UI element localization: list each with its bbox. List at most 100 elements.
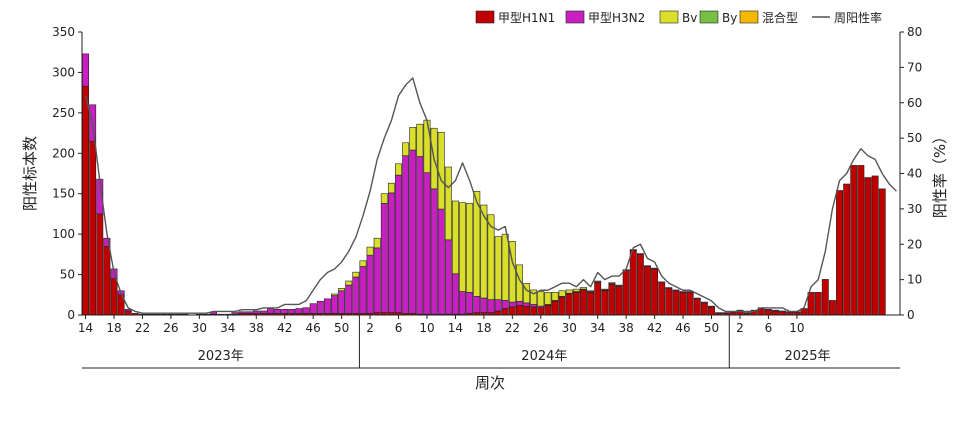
- bar-s1-w33: [316, 300, 324, 314]
- bar-s0-w87: [700, 302, 708, 316]
- bar-s0-w78: [636, 254, 644, 316]
- bar-s0-w97: [772, 310, 779, 316]
- x-tick-label: 10: [419, 321, 434, 335]
- y-tick-label: 200: [52, 146, 75, 160]
- bar-s1-w32: [309, 303, 317, 314]
- bar-s1-w49: [430, 188, 438, 315]
- bar-s1-w62: [523, 302, 531, 307]
- x-tick-label: 6: [765, 321, 773, 335]
- bar-s1-w96: [764, 309, 772, 311]
- bar-s1-w50: [437, 208, 445, 315]
- bar-s1-w88: [708, 305, 715, 308]
- bar-s1-w48: [423, 172, 431, 315]
- bar-s1-w82: [665, 287, 673, 289]
- bar-s2-w41: [373, 237, 381, 249]
- rate-line-layer: [84, 77, 897, 314]
- bar-s1-w41: [373, 247, 381, 313]
- legend-label: Bv: [682, 11, 697, 25]
- x-tick-label: 46: [306, 321, 321, 335]
- x-tick-label: 30: [192, 321, 207, 335]
- bar-s2-w46: [409, 127, 417, 151]
- bar-s2-w75: [615, 284, 623, 287]
- bar-s2-w59: [501, 233, 509, 301]
- y2-tick-label: 20: [907, 237, 922, 251]
- x-tick-label: 2: [736, 321, 744, 335]
- x-tick-label: 22: [135, 321, 150, 335]
- bar-s0-w63: [530, 306, 538, 316]
- bar-s1-w22: [238, 311, 246, 314]
- bar-s1-w61: [515, 300, 523, 306]
- y-tick-label: 300: [52, 65, 75, 79]
- axes-layer: 0501001502002503003500102030405060708014…: [21, 25, 949, 392]
- bar-s1-w97: [772, 309, 779, 312]
- bar-s0-w0: [82, 85, 90, 316]
- x-tick-label: 34: [590, 321, 605, 335]
- bar-s0-w106: [836, 190, 843, 316]
- bar-s1-w54: [466, 292, 474, 314]
- bar-s2-w40: [366, 246, 374, 256]
- bar-s1-w23: [245, 311, 253, 314]
- bar-s1-w0: [82, 53, 90, 87]
- bar-s2-w35: [331, 293, 338, 296]
- bar-s1-w42: [380, 203, 388, 313]
- x-tick-label: 10: [789, 321, 804, 335]
- bar-s0-w73: [601, 290, 609, 316]
- bar-s1-w80: [651, 267, 659, 270]
- bar-s2-w69: [572, 288, 580, 292]
- bar-s2-w38: [352, 271, 360, 278]
- bar-s0-w58: [494, 310, 502, 316]
- bar-s0-w64: [537, 307, 545, 316]
- legend-swatch: [739, 10, 759, 24]
- bar-s1-w58: [494, 299, 502, 312]
- bar-s2-w43: [387, 182, 395, 194]
- bar-s1-w78: [636, 253, 644, 255]
- bar-s1-w89: [715, 312, 723, 314]
- bar-s0-w1: [89, 140, 97, 316]
- bar-s0-w67: [558, 296, 566, 316]
- bar-s2-w42: [380, 193, 388, 204]
- legend: 甲型H1N1 甲型H3N2 Bv By 混合型 周阳性率: [475, 10, 882, 25]
- x-tick-label: 42: [277, 321, 292, 335]
- bar-s1-w56: [480, 297, 488, 313]
- bar-s2-w45: [402, 142, 410, 157]
- rate-line-0: [84, 77, 897, 314]
- bar-s0-w71: [587, 292, 595, 316]
- bar-s1-w63: [530, 304, 538, 308]
- bar-s1-w52: [451, 273, 459, 315]
- bar-s1-w28: [281, 309, 289, 314]
- bar-s0-w84: [679, 292, 687, 316]
- x-tick-label: 26: [533, 321, 548, 335]
- bar-s0-w70: [580, 289, 587, 316]
- legend-label: 甲型H3N2: [588, 11, 645, 25]
- x-tick-label: 34: [220, 321, 235, 335]
- bar-s1-w57: [487, 299, 495, 313]
- bar-s1-w51: [444, 239, 452, 315]
- x-tick-label: 18: [476, 321, 491, 335]
- bar-s0-w88: [708, 306, 715, 316]
- bar-s1-w45: [402, 155, 410, 314]
- bar-s2-w48: [423, 119, 431, 173]
- bar-s1-w30: [295, 308, 303, 314]
- bar-s1-w84: [679, 291, 687, 293]
- legend-label: 混合型: [762, 10, 798, 25]
- bar-s1-w25: [259, 310, 267, 314]
- legend-swatch: [699, 10, 719, 24]
- bar-s0-w103: [814, 292, 822, 316]
- x-tick-label: 18: [106, 321, 121, 335]
- bar-s1-w31: [302, 307, 310, 314]
- bar-s0-w68: [565, 293, 573, 316]
- bar-s0-w6: [124, 310, 132, 316]
- bar-s0-w69: [572, 292, 580, 316]
- x-tick-label: 38: [619, 321, 634, 335]
- bar-s2-w55: [473, 190, 481, 297]
- bar-s0-w82: [665, 288, 673, 316]
- bar-s2-w56: [480, 204, 488, 299]
- bar-s2-w52: [451, 200, 459, 275]
- x-tick-label: 22: [505, 321, 520, 335]
- bar-s2-w39: [359, 260, 367, 267]
- y-tick-label: 250: [52, 106, 75, 120]
- y-tick-label: 150: [52, 187, 75, 201]
- y-tick-label: 0: [67, 308, 75, 322]
- bar-s2-w67: [558, 290, 566, 297]
- bar-s1-w27: [274, 309, 282, 314]
